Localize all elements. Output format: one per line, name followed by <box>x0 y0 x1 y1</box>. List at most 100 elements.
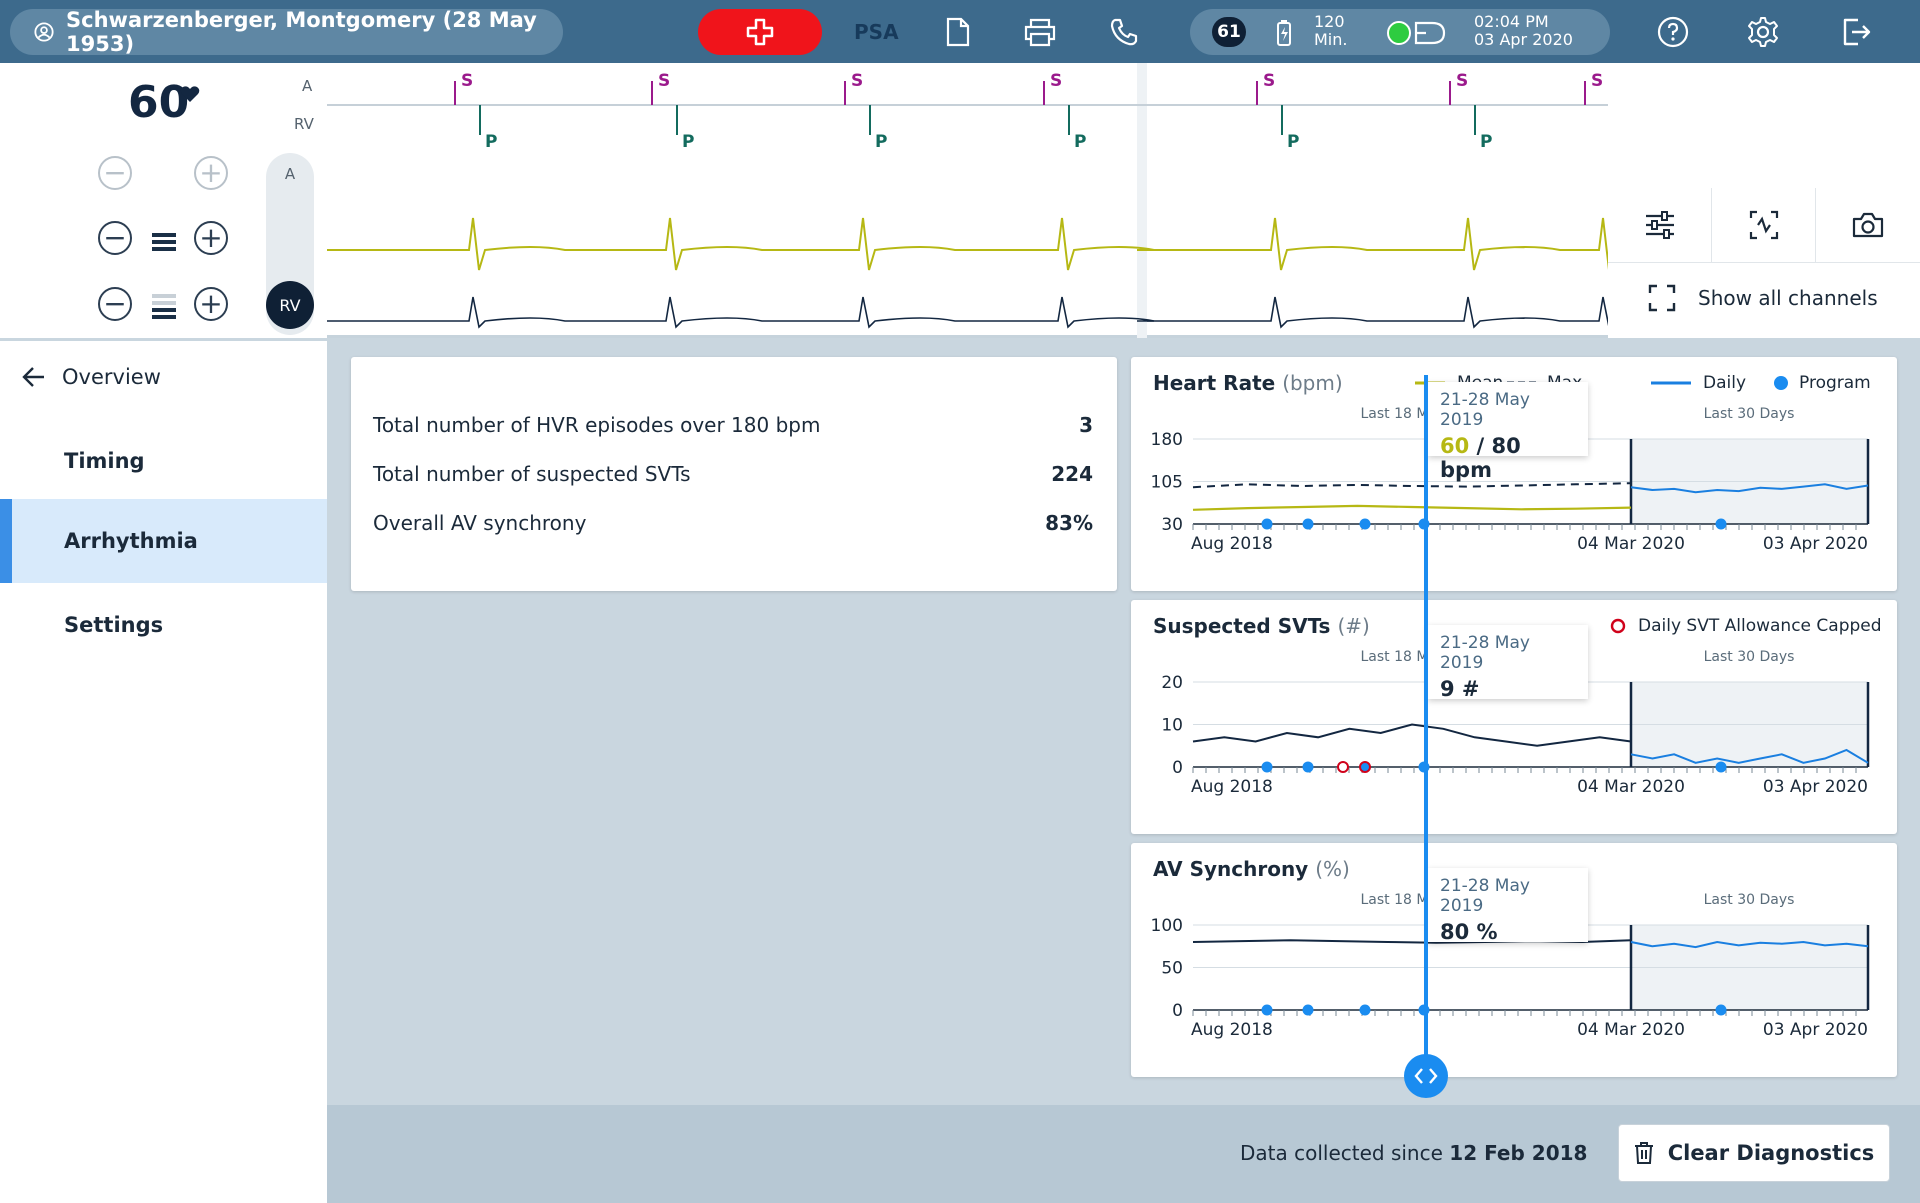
clock-time: 02:04 PM <box>1474 12 1549 31</box>
summary-value: 83% <box>1045 511 1093 535</box>
time-cursor-line[interactable] <box>1424 375 1428 1055</box>
document-icon[interactable] <box>940 14 976 50</box>
emergency-button[interactable] <box>698 9 822 55</box>
sidebar-item-label: Arrhythmia <box>64 529 198 553</box>
program-change-point <box>1359 761 1371 773</box>
x-tick-label: 03 Apr 2020 <box>1763 1020 1868 1040</box>
y-tick-label: 30 <box>1161 515 1183 535</box>
legend-svt-capped: Daily SVT Allowance Capped <box>1610 616 1882 636</box>
period-label: Last 30 Days <box>1704 892 1795 908</box>
sidebar-item-label: Timing <box>64 449 145 473</box>
connection-status-icon <box>1387 21 1446 45</box>
s-marker-label: S <box>461 71 473 91</box>
battery-time-unit: Min. <box>1314 30 1348 49</box>
lead-label-a: A <box>302 77 313 95</box>
heart-rate-chart: Heart Rate (bpm) Mean Max Daily Program … <box>1131 357 1897 591</box>
av-synchrony-chart: AV Synchrony (%) 100 50 0 Aug 2018 04 Mar 20… <box>1131 843 1897 1077</box>
y-tick-label: 0 <box>1172 1001 1183 1021</box>
back-to-overview[interactable]: Overview <box>22 365 161 389</box>
toggle-a[interactable]: A <box>284 165 296 183</box>
program-change-point <box>1715 761 1727 773</box>
p-marker-label: P <box>1480 132 1492 152</box>
series-line-mean <box>1192 504 1632 511</box>
increase-ii-button[interactable]: + <box>194 287 228 321</box>
phone-icon[interactable] <box>1106 14 1142 50</box>
lead-ii-waveform <box>1147 296 1608 329</box>
decrease-rv-button[interactable]: − <box>98 221 132 255</box>
show-all-label: Show all channels <box>1698 286 1878 310</box>
measure-icon <box>1749 210 1778 240</box>
footer-bar: Data collected since 12 Feb 2018 Clear D… <box>327 1105 1920 1203</box>
tooltip-value: 60 / 80 bpm <box>1440 434 1521 482</box>
y-tick-label: 105 <box>1151 473 1183 493</box>
decrease-a-button[interactable]: − <box>98 156 132 190</box>
program-change-point <box>1261 518 1273 530</box>
svt-capped-point <box>1337 761 1349 773</box>
expand-icon <box>1648 284 1676 312</box>
filter-settings-button[interactable] <box>1608 188 1712 263</box>
channel-toggle[interactable]: A RV <box>266 153 314 335</box>
patient-name: Schwarzenberger, Montgomery (28 May 1953… <box>66 8 537 56</box>
sidebar-item-settings[interactable]: Settings <box>0 583 327 667</box>
increase-rv-button[interactable]: + <box>194 221 228 255</box>
y-tick-label: 100 <box>1151 916 1183 936</box>
program-change-point <box>1261 1004 1273 1016</box>
battery-icon <box>1277 20 1291 46</box>
tooltip-date: 21-28 May 2019 <box>1440 876 1530 916</box>
clear-diagnostics-button[interactable]: Clear Diagnostics <box>1618 1124 1890 1182</box>
heart-rate-tooltip: 21-28 May 2019 60 / 80 bpm <box>1428 382 1588 482</box>
printer-icon[interactable] <box>1022 14 1058 50</box>
logout-icon[interactable] <box>1838 14 1874 50</box>
ecg-waveforms: SPSPSPSPSPSPSP <box>327 63 1608 338</box>
chart-title: AV Synchrony (%) <box>1153 857 1350 881</box>
s-marker-label: S <box>1050 71 1062 91</box>
increase-a-button[interactable]: + <box>194 156 228 190</box>
decrease-ii-button[interactable]: − <box>98 287 132 321</box>
help-icon[interactable] <box>1655 14 1691 50</box>
snapshot-button[interactable] <box>1816 188 1920 263</box>
ecg-panel: 60 A RV II − + − + − + A RV S P S P S P S P S P S P… <box>0 63 1920 338</box>
tooltip-date: 21-28 May 2019 <box>1440 390 1530 430</box>
p-marker-label: P <box>1074 132 1086 152</box>
series-line-daily <box>1630 483 1869 494</box>
x-tick-label: 04 Mar 2020 <box>1577 1020 1685 1040</box>
p-marker-label: P <box>875 132 887 152</box>
legend-program: Program <box>1773 373 1871 393</box>
sidebar-item-arrhythmia[interactable]: Arrhythmia <box>0 499 327 583</box>
svt-chart: Suspected SVTs (#) Daily SVT Allowance C… <box>1131 600 1897 834</box>
top-bar: Schwarzenberger, Montgomery (28 May 1953… <box>0 0 1920 63</box>
rv-waveform <box>1147 217 1608 271</box>
sidebar: Overview Timing Arrhythmia Settings <box>0 341 327 1203</box>
gear-icon[interactable] <box>1745 14 1781 50</box>
toggle-rv[interactable]: RV <box>266 281 314 329</box>
p-marker-label: P <box>682 132 694 152</box>
camera-icon <box>1852 212 1884 238</box>
caliper-button[interactable] <box>1712 188 1816 263</box>
lead-label-rv: RV <box>294 115 314 133</box>
user-icon <box>34 22 54 42</box>
clock-date: 03 Apr 2020 <box>1474 30 1573 49</box>
ii-gain-level <box>152 294 176 322</box>
show-all-channels-button[interactable]: Show all channels <box>1608 268 1920 328</box>
period-label: Last 30 Days <box>1704 649 1795 665</box>
psa-button[interactable]: PSA <box>854 20 899 44</box>
lead-ii-waveform <box>327 296 1155 329</box>
time-cursor-handle[interactable] <box>1404 1054 1448 1098</box>
chart-title: Heart Rate (bpm) <box>1153 371 1343 395</box>
patient-pill[interactable]: Schwarzenberger, Montgomery (28 May 1953… <box>10 8 563 56</box>
summary-label: Total number of HVR episodes over 180 bp… <box>373 413 821 437</box>
tooltip-value: 80 % <box>1440 920 1498 944</box>
series-line-max <box>1192 482 1632 489</box>
p-marker-label: P <box>1287 132 1299 152</box>
sidebar-item-timing[interactable]: Timing <box>0 419 327 503</box>
summary-row-av: Overall AV synchrony 83% <box>373 511 1093 535</box>
status-pill: 61 120 Min. 02:04 PM 03 Apr 2020 <box>1190 9 1610 55</box>
p-marker-label: P <box>485 132 497 152</box>
summary-label: Overall AV synchrony <box>373 511 587 535</box>
ecg-tools-panel: Show all channels <box>1608 188 1920 338</box>
s-marker-label: S <box>851 71 863 91</box>
summary-value: 3 <box>1079 413 1093 437</box>
x-tick-label: Aug 2018 <box>1191 777 1273 797</box>
svt-capped-point <box>1359 761 1371 773</box>
program-change-point <box>1715 1004 1727 1016</box>
